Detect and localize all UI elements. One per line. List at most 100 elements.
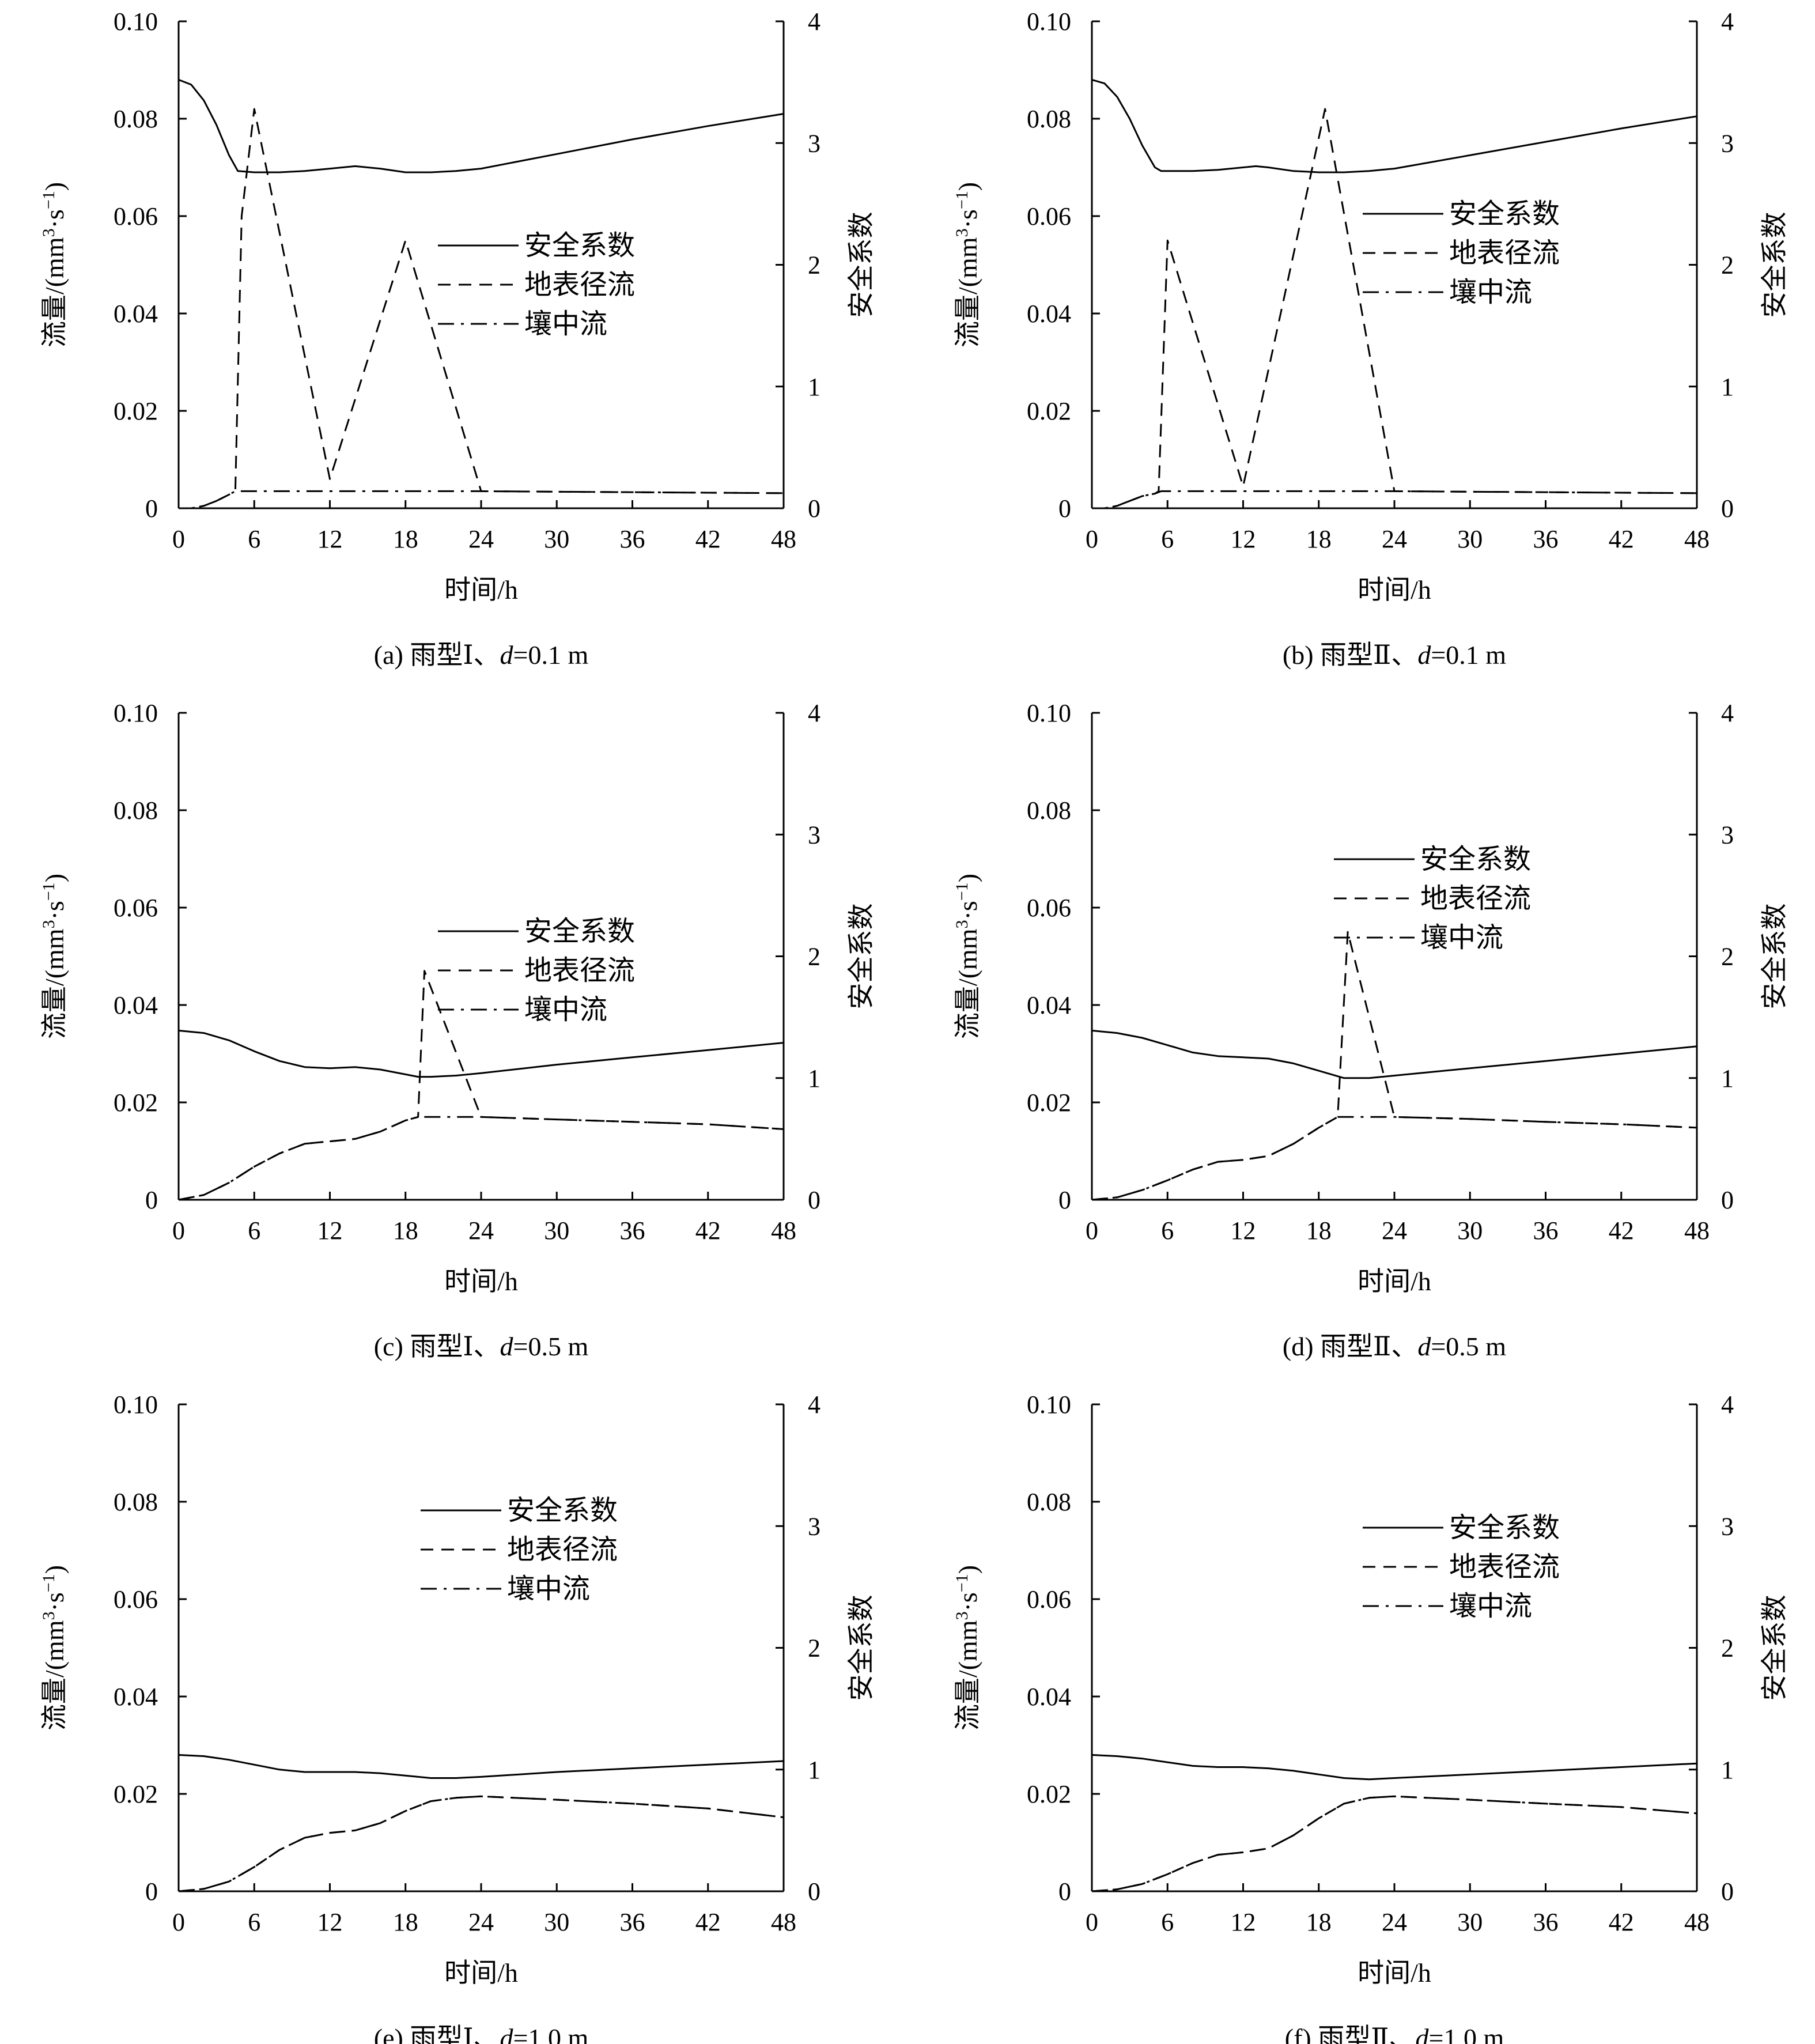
y-axis-title-part: ) <box>953 874 982 882</box>
x-tick-label: 36 <box>620 525 645 553</box>
y-axis-title-part: ) <box>40 1565 69 1574</box>
y-tick-label: 0.06 <box>1027 894 1071 922</box>
x-tick-label: 6 <box>248 525 260 553</box>
legend-label: 壤中流 <box>524 309 607 339</box>
y-tick-label: 0.08 <box>114 796 158 825</box>
series-line-solid <box>178 1029 784 1078</box>
series-line-solid <box>1091 1029 1697 1079</box>
series-line-dashdot <box>178 1795 784 1892</box>
series-line-dashed <box>1091 1795 1697 1892</box>
series-line-dashdot <box>1092 490 1697 509</box>
x-tick-label: 0 <box>172 525 185 553</box>
y-tick-label: 0.06 <box>114 202 158 231</box>
caption-variable: d <box>1416 2023 1430 2044</box>
y-axis-title-part: 3 <box>39 1611 58 1620</box>
y-axis-title-part: 3 <box>952 920 971 928</box>
series-line-solid <box>1091 1754 1697 1781</box>
legend-label: 地表径流 <box>1420 883 1531 914</box>
y-axis-title-part: 流量/(mm <box>40 928 69 1039</box>
chart-panel-d: 0 6 12 18 24 30 36 42 4800.020.040.060.080.10012… <box>952 699 1790 1361</box>
y2-axis-title: 安全系数 <box>1760 904 1789 1010</box>
panel-caption: (b) 雨型Ⅱ、d=0.1 m <box>1283 640 1506 670</box>
y-axis-title: 流量/(mm3·s−1) <box>952 874 983 1039</box>
x-tick-label: 0 <box>1086 1216 1098 1245</box>
y-tick-label: 0 <box>1058 1186 1071 1214</box>
y-tick-label: 0.10 <box>114 7 158 36</box>
x-tick-label: 12 <box>317 1908 343 1936</box>
y2-tick-label: 0 <box>1721 1877 1734 1906</box>
x-tick-label: 6 <box>248 1908 260 1936</box>
y-axis-title-part: ·s <box>953 1592 982 1611</box>
caption-prefix: (d) 雨型Ⅱ、 <box>1283 1332 1417 1361</box>
y-tick-label: 0.04 <box>114 300 158 328</box>
x-tick-label: 42 <box>695 1908 721 1936</box>
y-axis-title-part: 3 <box>952 1611 971 1620</box>
y-axis-title-part: 流量/(mm <box>40 1620 69 1731</box>
y2-axis-title: 安全系数 <box>846 1595 876 1701</box>
y-axis-title: 流量/(mm3·s−1) <box>39 1565 70 1731</box>
y-axis-title-part: 流量/(mm <box>40 237 69 347</box>
y-axis-title-part: 流量/(mm <box>953 1620 982 1731</box>
y-axis-title-part: −1 <box>39 1574 58 1592</box>
y-tick-label: 0.02 <box>1027 1089 1071 1117</box>
y-tick-label: 0.04 <box>1027 300 1071 328</box>
series-line-dashdot <box>1091 1116 1697 1201</box>
y-tick-label: 0.06 <box>114 894 158 922</box>
x-tick-label: 42 <box>695 525 721 553</box>
y-axis-title: 流量/(mm3·s−1) <box>39 874 70 1039</box>
legend-label: 壤中流 <box>1449 1591 1532 1622</box>
x-tick-label: 48 <box>1684 1908 1710 1936</box>
x-tick-label: 12 <box>1231 1908 1256 1936</box>
y2-tick-label: 4 <box>1721 1391 1734 1419</box>
y2-tick-label: 1 <box>808 1756 820 1784</box>
y-tick-label: 0.10 <box>114 1391 158 1419</box>
x-tick-label: 48 <box>771 525 796 553</box>
x-tick-label: 12 <box>317 525 343 553</box>
caption-suffix: =1.0 m <box>1429 2023 1504 2044</box>
y2-tick-label: 0 <box>808 1877 820 1906</box>
y-tick-label: 0.04 <box>1027 1683 1071 1711</box>
y2-tick-label: 0 <box>808 1186 820 1214</box>
y2-axis-title: 安全系数 <box>846 212 876 318</box>
legend-label: 地表径流 <box>1449 238 1560 269</box>
legend-label: 壤中流 <box>524 995 607 1025</box>
legend-label: 安全系数 <box>1449 1513 1560 1543</box>
y-axis-title-part: ) <box>40 874 69 882</box>
caption-prefix: (a) 雨型Ⅰ、 <box>374 640 500 670</box>
x-tick-label: 12 <box>317 1216 343 1245</box>
y-axis-title-part: ) <box>953 1565 982 1574</box>
y2-tick-label: 3 <box>808 129 820 157</box>
y2-tick-label: 3 <box>808 821 820 849</box>
x-tick-label: 18 <box>1306 1216 1332 1245</box>
chart-panel-f: 0 6 12 18 24 30 36 42 4800.020.040.060.080.10012… <box>952 1391 1790 2044</box>
y-axis-title-part: ·s <box>40 1592 69 1611</box>
legend-label: 地表径流 <box>1449 1552 1560 1582</box>
y2-tick-label: 4 <box>808 699 820 727</box>
x-tick-label: 24 <box>1382 525 1407 553</box>
y2-tick-label: 0 <box>1721 1186 1734 1214</box>
y2-tick-label: 3 <box>1721 129 1734 157</box>
y-axis-title-part: ·s <box>953 209 982 228</box>
x-tick-label: 48 <box>771 1908 796 1936</box>
y2-tick-label: 1 <box>808 373 820 401</box>
y-tick-label: 0.08 <box>1027 105 1071 133</box>
x-tick-label: 36 <box>1533 1908 1559 1936</box>
y2-tick-label: 2 <box>808 1634 820 1663</box>
x-tick-label: 36 <box>620 1216 645 1245</box>
y2-tick-label: 1 <box>1721 1064 1734 1093</box>
y-axis-title-part: 3 <box>39 228 58 237</box>
x-tick-label: 24 <box>468 1908 494 1936</box>
y2-tick-label: 0 <box>808 494 820 523</box>
series-line-dashed <box>178 970 784 1201</box>
y-tick-label: 0.10 <box>114 699 158 727</box>
y2-tick-label: 2 <box>1721 251 1734 279</box>
x-tick-label: 18 <box>393 1216 418 1245</box>
y-tick-label: 0.02 <box>1027 1780 1071 1808</box>
x-tick-label: 30 <box>544 1908 569 1936</box>
legend-label: 安全系数 <box>524 231 635 261</box>
x-tick-label: 6 <box>1161 1216 1174 1245</box>
panel-caption: (a) 雨型Ⅰ、d=0.1 m <box>374 640 589 670</box>
legend-label: 安全系数 <box>507 1495 618 1526</box>
x-tick-label: 24 <box>1382 1908 1407 1936</box>
